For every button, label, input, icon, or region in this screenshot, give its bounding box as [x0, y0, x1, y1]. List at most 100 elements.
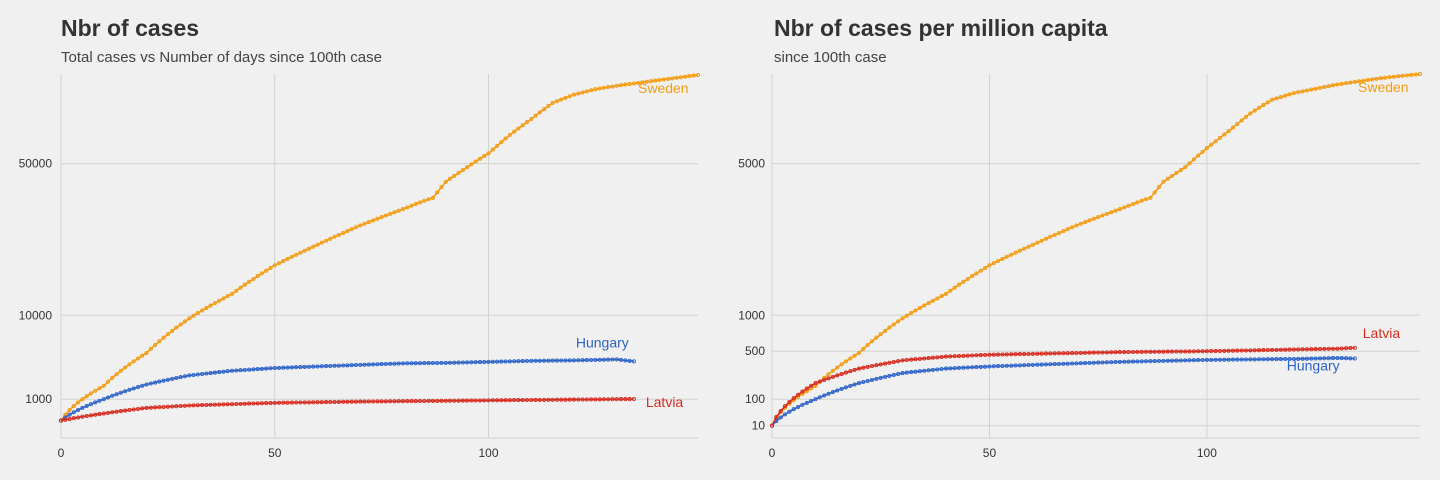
data-point: [593, 357, 598, 362]
data-point: [1070, 225, 1075, 230]
data-point: [212, 402, 217, 407]
data-point: [195, 403, 200, 408]
data-point: [469, 398, 474, 403]
data-point: [229, 402, 235, 407]
data-point: [520, 398, 525, 403]
data-point: [1352, 356, 1357, 361]
data-point: [371, 218, 376, 223]
data-point: [388, 399, 393, 404]
data-point: [1239, 118, 1244, 123]
data-point: [1030, 362, 1035, 367]
chart-panel-cases-per-million: Nbr of cases per million capita since 10…: [714, 0, 1440, 480]
data-point: [1348, 80, 1353, 85]
data-point: [983, 364, 988, 369]
data-point: [1191, 358, 1196, 363]
data-point: [71, 410, 76, 415]
data-point: [67, 407, 72, 413]
data-point: [1052, 232, 1057, 237]
data-point: [187, 373, 192, 378]
data-point: [366, 362, 371, 367]
data-point: [948, 288, 953, 293]
data-point: [135, 356, 141, 361]
data-point: [1009, 352, 1014, 357]
data-point: [606, 397, 611, 402]
data-point: [1030, 351, 1035, 356]
data-point: [114, 392, 119, 397]
data-point: [1022, 246, 1027, 251]
data-point: [1209, 142, 1214, 147]
data-point: [887, 325, 892, 330]
data-point: [930, 298, 935, 303]
data-point: [580, 397, 585, 402]
data-point: [388, 211, 393, 216]
data-point: [1161, 349, 1166, 354]
data-point: [1065, 361, 1070, 366]
data-point: [1000, 256, 1005, 261]
data-point: [687, 74, 692, 79]
data-point: [1117, 350, 1122, 355]
data-point: [332, 363, 337, 368]
data-point: [843, 359, 848, 364]
data-point: [422, 361, 427, 366]
data-point: [900, 371, 905, 376]
data-point: [366, 399, 371, 404]
data-point: [302, 364, 307, 369]
data-point: [1313, 86, 1318, 91]
data-point: [298, 250, 303, 255]
data-point: [435, 190, 440, 195]
data-point: [1278, 357, 1283, 362]
data-point: [865, 342, 870, 348]
data-point: [996, 364, 1001, 369]
data-point: [606, 85, 611, 90]
data-point: [891, 372, 896, 378]
data-point: [991, 261, 996, 266]
chart-plot: 0 50 100 1000 10000 50000 Sweden Hungary Latvia: [19, 72, 701, 460]
data-point: [614, 357, 619, 362]
data-point: [1322, 346, 1327, 351]
data-point: [1326, 346, 1331, 351]
data-point: [200, 308, 205, 313]
data-point: [965, 365, 970, 370]
data-point: [400, 207, 406, 212]
data-point: [1026, 362, 1031, 368]
y-tick-label: 1000: [25, 392, 52, 406]
data-point: [465, 165, 470, 170]
data-point: [238, 401, 243, 406]
data-point: [362, 399, 367, 404]
data-point: [430, 360, 435, 366]
data-point: [1296, 356, 1301, 361]
data-point: [1174, 170, 1179, 175]
data-point: [1139, 349, 1144, 354]
data-point: [800, 389, 805, 394]
data-point: [1304, 356, 1309, 361]
data-point: [187, 403, 192, 408]
data-point: [435, 360, 440, 366]
data-point: [791, 396, 796, 401]
data-point: [1348, 356, 1353, 361]
data-point: [247, 367, 252, 372]
data-point: [948, 354, 953, 359]
data-point: [1148, 349, 1153, 354]
data-point: [242, 282, 247, 287]
data-point: [268, 265, 273, 271]
data-point: [542, 358, 547, 363]
data-point: [922, 368, 927, 373]
data-point: [537, 397, 542, 402]
data-point: [281, 258, 286, 264]
data-point: [477, 156, 483, 161]
data-point: [294, 365, 299, 370]
data-point: [157, 405, 162, 410]
data-point: [1170, 349, 1175, 354]
data-point: [80, 397, 85, 402]
data-point: [1235, 348, 1240, 353]
data-point: [1222, 357, 1227, 362]
data-point: [1270, 347, 1275, 352]
data-point: [529, 358, 534, 363]
series-latvia: [58, 396, 636, 423]
data-point: [1213, 349, 1218, 354]
data-point: [140, 383, 145, 388]
data-point: [430, 398, 435, 403]
data-point: [379, 399, 384, 404]
data-point: [956, 365, 962, 370]
data-point: [917, 356, 922, 361]
